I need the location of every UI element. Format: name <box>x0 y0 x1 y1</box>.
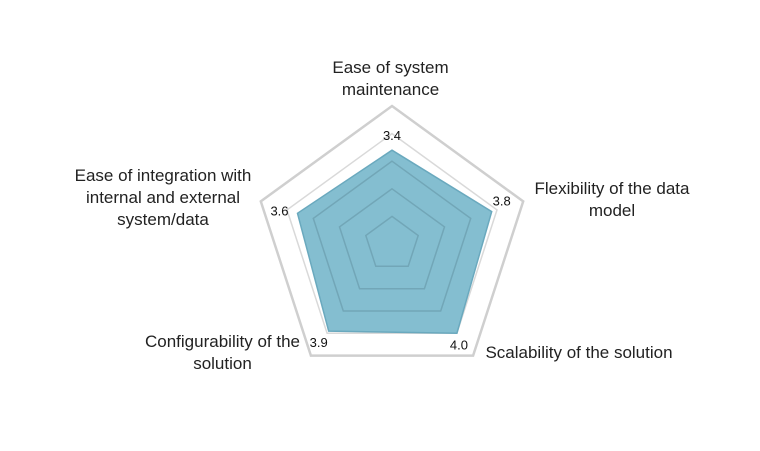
series-area <box>296 149 493 335</box>
data-label-3: 3.9 <box>310 335 328 350</box>
data-label-2: 4.0 <box>450 337 468 352</box>
grid-ring-4 <box>286 132 498 335</box>
radar-data-labels: 3.4 3.8 4.0 3.9 3.6 <box>270 128 510 352</box>
axis-label-flexibility-of-data-model: Flexibility of the data model <box>534 179 690 220</box>
axis-label-ease-of-integration: Ease of integration with internal and ex… <box>74 166 252 229</box>
grid-ring-overlay-3 <box>312 160 472 312</box>
data-label-1: 3.8 <box>493 194 511 209</box>
axis-label-configurability-of-solution: Configurability of the solution <box>145 332 300 373</box>
radar-series <box>296 149 493 335</box>
data-label-4: 3.6 <box>270 203 288 218</box>
grid-ring-overlay-2 <box>338 187 446 290</box>
axis-label-scalability-of-solution: Scalability of the solution <box>485 343 673 362</box>
data-label-0: 3.4 <box>383 128 401 143</box>
grid-ring-overlay-1 <box>364 215 420 268</box>
grid-ring-5 <box>259 104 525 357</box>
axis-label-ease-of-system-maintenance: Ease of system maintenance <box>332 58 449 99</box>
